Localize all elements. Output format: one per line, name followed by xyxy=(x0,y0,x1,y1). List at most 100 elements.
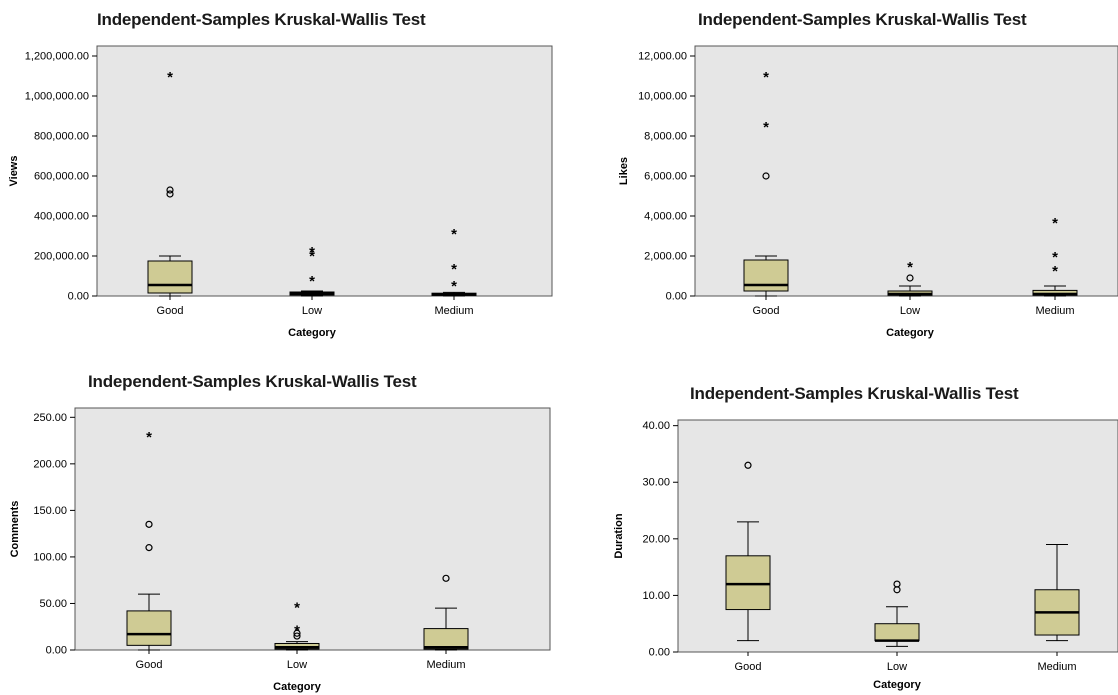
outlier-star: * xyxy=(167,69,173,86)
outlier-circle xyxy=(906,274,914,282)
box-good xyxy=(725,461,771,642)
outlier-star: * xyxy=(309,244,315,261)
x-tick-label: Low xyxy=(302,305,322,317)
x-tick-label: Good xyxy=(735,661,762,673)
y-tick-label: 2,000.00 xyxy=(644,251,687,263)
y-tick-label: 150.00 xyxy=(33,505,67,517)
y-tick-label: 600,000.00 xyxy=(34,171,89,183)
y-tick-label: 6,000.00 xyxy=(644,171,687,183)
box-good: * xyxy=(147,69,193,297)
box-low: * xyxy=(887,259,933,297)
outlier-circle xyxy=(442,574,450,582)
plot-area xyxy=(96,45,553,297)
box-medium: *** xyxy=(431,226,477,297)
iqr-box xyxy=(147,260,193,294)
iqr-box xyxy=(423,628,469,650)
outlier-star: * xyxy=(146,429,152,446)
box-low xyxy=(874,580,920,647)
iqr-box xyxy=(874,623,920,642)
outlier-star: * xyxy=(294,599,300,616)
plot-area xyxy=(694,45,1118,297)
y-tick-label: 100.00 xyxy=(33,551,67,563)
outlier-circle xyxy=(293,629,301,637)
y-axis-label: Likes xyxy=(618,157,630,185)
y-axis-label: Comments xyxy=(9,501,21,558)
y-tick-label: 250.00 xyxy=(33,412,67,424)
outlier-star: * xyxy=(451,278,457,295)
box-good: * xyxy=(126,429,172,651)
box-low: ** xyxy=(274,599,320,651)
y-tick-label: 50.00 xyxy=(39,598,67,610)
y-tick-label: 0.00 xyxy=(666,291,687,303)
iqr-box xyxy=(126,610,172,646)
chart-title: Independent-Samples Kruskal-Wallis Test xyxy=(690,384,1019,403)
x-tick-label: Medium xyxy=(1037,661,1076,673)
y-tick-label: 0.00 xyxy=(46,645,67,657)
y-tick-label: 200.00 xyxy=(33,458,67,470)
y-tick-label: 0.00 xyxy=(68,291,89,303)
box-medium xyxy=(423,574,469,651)
views-boxplot: 0.00 200,000.00 400,000.00 600,000.00 800,00… xyxy=(8,45,553,339)
x-axis-label: Category xyxy=(873,679,922,691)
y-tick-label: 10.00 xyxy=(642,590,670,602)
y-tick-label: 200,000.00 xyxy=(34,251,89,263)
x-tick-label: Medium xyxy=(426,659,465,671)
outlier-circle xyxy=(893,586,901,594)
x-tick-label: Good xyxy=(157,305,184,317)
outlier-star: * xyxy=(763,69,769,86)
outlier-star: * xyxy=(451,261,457,278)
y-axis-label: Duration xyxy=(613,513,625,559)
y-tick-label: 40.00 xyxy=(642,420,670,432)
outlier-star: * xyxy=(763,119,769,136)
x-tick-label: Medium xyxy=(434,305,473,317)
likes-boxplot: 0.00 2,000.00 4,000.00 6,000.00 8,000.00 10,0… xyxy=(618,45,1118,339)
x-axis-label: Category xyxy=(273,681,322,693)
outlier-star: * xyxy=(309,248,315,265)
y-tick-label: 10,000.00 xyxy=(638,91,687,103)
y-tick-label: 1,000,000.00 xyxy=(25,91,89,103)
y-tick-label: 4,000.00 xyxy=(644,211,687,223)
box-medium xyxy=(1034,543,1080,642)
outlier-circle xyxy=(293,632,301,640)
x-axis-label: Category xyxy=(288,327,337,339)
outlier-star: * xyxy=(294,623,300,640)
comments-boxplot: 0.00 50.00 100.00 150.00 200.00 250.00 Comment… xyxy=(9,407,551,693)
x-tick-label: Medium xyxy=(1035,305,1074,317)
chart-title: Independent-Samples Kruskal-Wallis Test xyxy=(97,10,426,29)
outlier-star: * xyxy=(1052,215,1058,232)
outlier-star: * xyxy=(907,259,913,276)
chart-title: Independent-Samples Kruskal-Wallis Test xyxy=(698,10,1027,29)
x-tick-label: Good xyxy=(753,305,780,317)
iqr-box xyxy=(725,555,771,611)
y-tick-label: 12,000.00 xyxy=(638,51,687,63)
outlier-circle xyxy=(145,544,153,552)
outlier-circle xyxy=(166,186,174,194)
y-axis-label: Views xyxy=(8,156,20,187)
x-tick-label: Low xyxy=(287,659,307,671)
x-tick-label: Low xyxy=(887,661,907,673)
outlier-star: * xyxy=(1052,263,1058,280)
outlier-star: * xyxy=(1052,249,1058,266)
plot-area xyxy=(74,407,551,651)
outlier-star: * xyxy=(309,273,315,290)
x-tick-label: Low xyxy=(900,305,920,317)
plot-area xyxy=(677,419,1118,653)
box-medium: *** xyxy=(1032,215,1078,297)
outlier-circle xyxy=(145,520,153,528)
x-axis-label: Category xyxy=(886,327,935,339)
outlier-circle xyxy=(744,461,752,469)
outlier-circle xyxy=(166,190,174,198)
outlier-circle xyxy=(762,172,770,180)
y-tick-label: 30.00 xyxy=(642,477,670,489)
outlier-star: * xyxy=(451,226,457,243)
y-tick-label: 800,000.00 xyxy=(34,131,89,143)
y-tick-label: 20.00 xyxy=(642,533,670,545)
y-tick-label: 1,200,000.00 xyxy=(25,51,89,63)
y-tick-label: 400,000.00 xyxy=(34,211,89,223)
box-low: *** xyxy=(289,244,335,297)
y-tick-label: 0.00 xyxy=(649,647,670,659)
box-good: ** xyxy=(743,69,789,297)
x-tick-label: Good xyxy=(136,659,163,671)
y-tick-label: 8,000.00 xyxy=(644,131,687,143)
